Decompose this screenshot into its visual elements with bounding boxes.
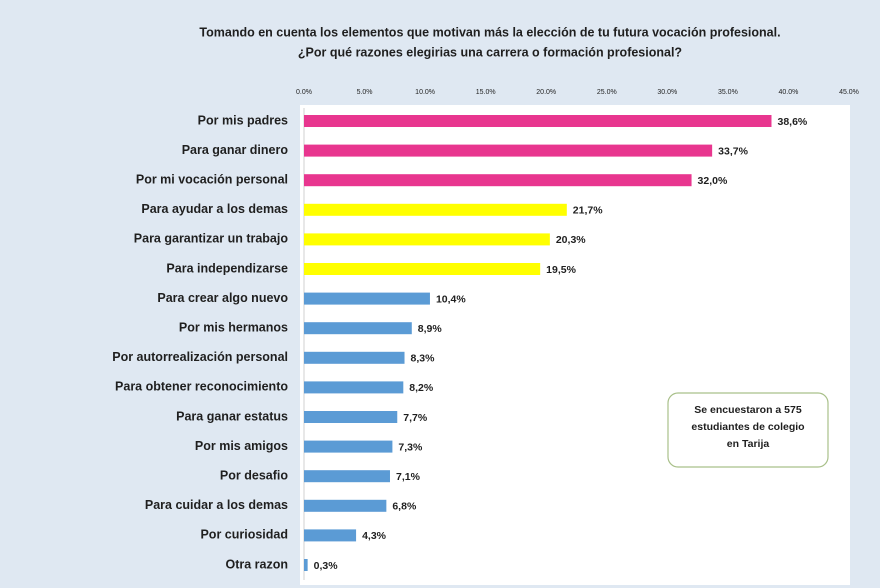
bar (304, 529, 357, 542)
y-tick-label: Para cuidar a los demas (145, 498, 288, 512)
value-label: 7,3% (398, 441, 423, 453)
x-tick-label: 30.0% (657, 89, 677, 96)
x-tick-label: 5.0% (357, 89, 373, 96)
value-label: 0,3% (314, 560, 339, 572)
value-label: 20,3% (556, 234, 586, 246)
y-tick-label: Por curiosidad (200, 528, 288, 542)
y-tick-label: Otra razon (225, 557, 288, 571)
bar (304, 559, 308, 571)
value-label: 8,9% (418, 323, 443, 335)
value-label: 19,5% (546, 264, 576, 276)
bar (304, 411, 398, 423)
x-tick-label: 45.0% (839, 89, 859, 96)
y-tick-label: Para ayudar a los demas (141, 202, 288, 216)
bar (304, 470, 390, 483)
value-label: 8,3% (411, 353, 436, 365)
value-label: 7,1% (396, 471, 421, 483)
y-tick-label: Para ganar dinero (182, 143, 289, 157)
annotation: en Tarija (727, 438, 770, 450)
value-label: 21,7% (573, 205, 603, 217)
bar (304, 263, 541, 275)
value-label: 33,7% (718, 145, 748, 157)
x-tick-label: 40.0% (779, 89, 799, 96)
annotation: Se encuestaron a 575 (694, 404, 802, 416)
bar (304, 322, 412, 335)
y-tick-label: Por desafio (220, 468, 288, 482)
x-tick-label: 35.0% (718, 89, 738, 96)
y-tick-label: Para garantizar un trabajo (134, 232, 289, 246)
bar (304, 292, 430, 305)
annotation: estudiantes de colegio (691, 421, 804, 433)
bar (304, 381, 404, 394)
value-label: 38,6% (777, 116, 807, 128)
value-label: 7,7% (403, 412, 428, 424)
y-tick-label: Para obtener reconocimiento (115, 380, 288, 394)
y-tick-label: Para crear algo nuevo (157, 291, 288, 305)
bar (304, 233, 550, 246)
y-tick-label: Por autorrealización personal (112, 350, 288, 364)
annotation-box (667, 392, 829, 468)
value-label: 4,3% (362, 530, 387, 542)
y-tick-label: Para ganar estatus (176, 409, 288, 423)
x-tick-label: 15.0% (476, 89, 496, 96)
y-tick-label: Para independizarse (166, 261, 288, 275)
bar (304, 115, 772, 127)
x-tick-label: 0.0% (296, 89, 312, 96)
x-tick-label: 10.0% (415, 89, 435, 96)
value-label: 32,0% (698, 175, 728, 187)
value-label: 8,2% (409, 382, 434, 394)
x-tick-label: 20.0% (536, 89, 556, 96)
value-label: 6,8% (392, 501, 417, 513)
bar (304, 440, 393, 453)
bar (304, 499, 387, 512)
bar (304, 144, 713, 157)
chart-title: ¿Por qué razones elegirias una carrera o… (298, 45, 682, 59)
y-tick-label: Por mis hermanos (179, 320, 288, 334)
bar (304, 203, 567, 216)
value-label: 10,4% (436, 293, 466, 305)
chart-title: Tomando en cuenta los elementos que moti… (199, 25, 780, 39)
y-tick-label: Por mis padres (198, 113, 288, 127)
y-tick-label: Por mis amigos (195, 439, 288, 453)
bar (304, 351, 405, 364)
bar (304, 174, 692, 187)
y-tick-label: Por mi vocación personal (136, 172, 288, 186)
x-tick-label: 25.0% (597, 89, 617, 96)
